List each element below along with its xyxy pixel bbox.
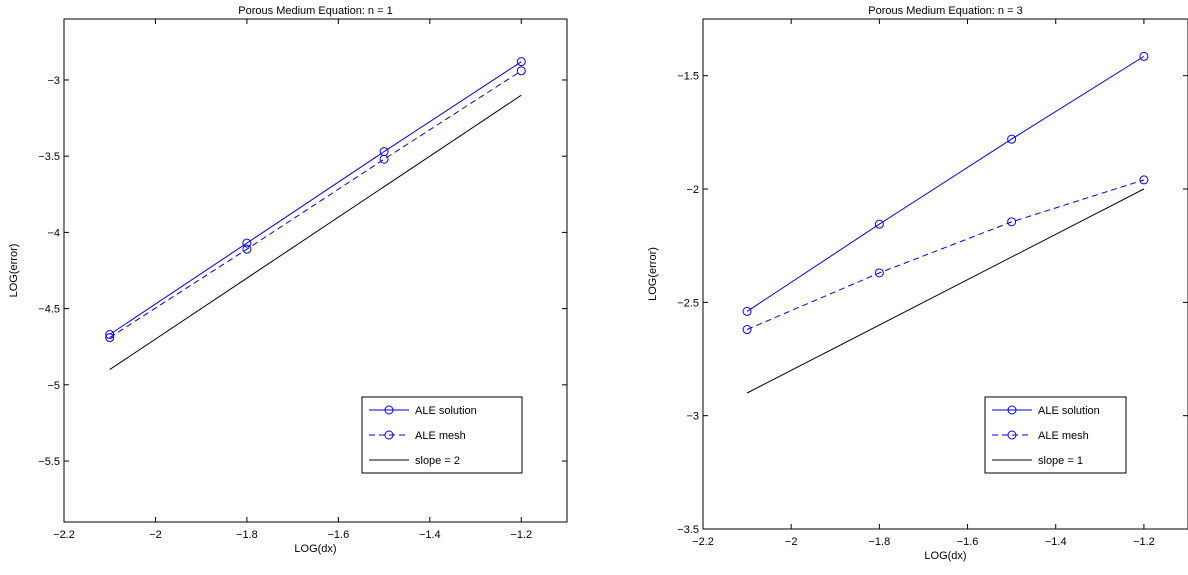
y-tick-label: −3.5 (38, 151, 60, 163)
y-tick-label: −3.5 (677, 524, 699, 536)
y-tick-label: −4 (47, 227, 60, 239)
y-axis-label: LOG(error) (647, 247, 659, 301)
series-line-2 (746, 179, 1145, 330)
y-tick-label: −3 (686, 411, 699, 423)
data-point-marker (874, 268, 884, 278)
chart-title: Porous Medium Equation: n = 3 (868, 5, 1022, 17)
series-line-1 (746, 55, 1145, 312)
series-line-3 (109, 94, 522, 371)
data-point-marker (242, 238, 252, 248)
x-tick-label: −2.2 (692, 536, 714, 548)
legend-label: ALE solution (415, 405, 477, 417)
x-axis-label: LOG(dx) (924, 550, 966, 562)
x-tick-label: −2 (149, 529, 162, 541)
legend-swatch-marker (1007, 430, 1017, 440)
legend-label: ALE mesh (415, 430, 466, 442)
plot-area-frame (63, 18, 568, 523)
series-line-3 (746, 188, 1145, 394)
y-axis-label: LOG(error) (8, 244, 20, 298)
data-point-marker (242, 244, 252, 254)
legend: ALE solution ALE mesh slope = 2 (361, 396, 523, 474)
legend-swatch-marker (1007, 405, 1017, 415)
chart-panel-2: Porous Medium Equation: n = 3 −2.2 −2 −1.8 −… (647, 5, 1188, 562)
x-tick-label: −1.2 (1133, 536, 1155, 548)
series-line-1 (109, 61, 522, 335)
y-tick-label: −2.5 (677, 297, 699, 309)
legend-label: ALE mesh (1038, 430, 1089, 442)
x-axis-label: LOG(dx) (294, 543, 336, 555)
legend: ALE solution ALE mesh slope = 1 (984, 396, 1127, 474)
x-tick-label: −2 (785, 536, 798, 548)
x-tick-label: −1.8 (236, 529, 258, 541)
data-point-marker (742, 325, 752, 335)
y-tick-label: −1.5 (677, 71, 699, 83)
legend-label: slope = 2 (415, 455, 460, 467)
data-point-marker (516, 57, 526, 67)
legend-swatch-marker (384, 430, 394, 440)
data-point-marker (1007, 134, 1017, 144)
data-point-marker (874, 219, 884, 229)
data-point-marker (105, 333, 115, 343)
plot-area-frame (702, 18, 1188, 530)
x-tick-label: −2.2 (53, 529, 75, 541)
y-tick-label: −2 (686, 184, 699, 196)
series-line-2 (109, 70, 522, 339)
x-tick-label: −1.4 (419, 529, 441, 541)
y-tick-label: −5 (47, 380, 60, 392)
x-tick-label: −1.6 (328, 529, 350, 541)
x-tick-label: −1.8 (869, 536, 891, 548)
y-tick-label: −3 (47, 75, 60, 87)
x-tick-label: −1.2 (510, 529, 532, 541)
data-point-marker (1139, 175, 1149, 185)
chart-title: Porous Medium Equation: n = 1 (238, 5, 392, 17)
legend-label: slope = 1 (1038, 455, 1083, 467)
y-tick-label: −5.5 (38, 456, 60, 468)
legend-label: ALE solution (1038, 405, 1100, 417)
y-tick-label: −4.5 (38, 304, 60, 316)
data-point-marker (742, 306, 752, 316)
legend-swatch-marker (384, 405, 394, 415)
chart-panel-1: Porous Medium Equation: n = 1 −2.2 −2 −1.8 −… (8, 5, 568, 555)
x-tick-label: −1.6 (957, 536, 979, 548)
x-tick-label: −1.4 (1045, 536, 1067, 548)
data-point-marker (379, 154, 389, 164)
data-point-marker (1007, 217, 1017, 227)
data-point-marker (1139, 51, 1149, 61)
data-point-marker (516, 66, 526, 76)
